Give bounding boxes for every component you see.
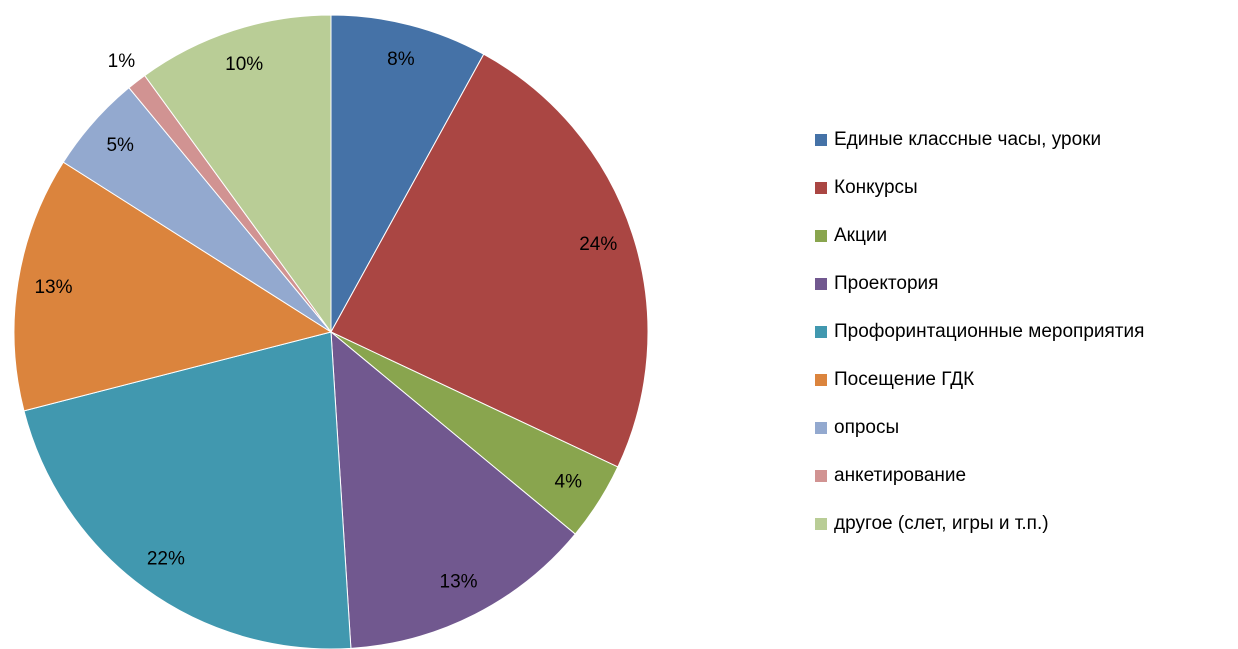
data-label: 13% [440, 571, 478, 592]
legend-label: Профоринтационные мероприятия [834, 321, 1144, 342]
legend-label: Посещение ГДК [834, 369, 974, 390]
legend-swatch [815, 422, 827, 434]
pie-slice [13, 161, 333, 412]
data-label: 5% [106, 135, 134, 156]
legend-swatch [815, 230, 827, 242]
legend-swatch [815, 134, 827, 146]
legend-swatch [815, 470, 827, 482]
legend-label: Конкурсы [834, 177, 918, 198]
legend-swatch [815, 374, 827, 386]
legend-label: опросы [834, 417, 899, 438]
legend-label: Акции [834, 225, 887, 246]
legend-label: Единые классные часы, уроки [834, 129, 1101, 150]
pie-slice [330, 53, 649, 468]
pie-slice [330, 330, 576, 649]
data-label: 10% [225, 54, 263, 75]
pie-slice [330, 14, 485, 333]
data-label: 4% [555, 472, 583, 493]
data-label: 8% [387, 49, 415, 70]
pie-slice [23, 331, 352, 649]
data-label: 24% [579, 234, 617, 255]
legend-swatch [815, 518, 827, 530]
data-label: 22% [147, 548, 185, 569]
legend-swatch [815, 278, 827, 290]
data-label: 13% [34, 277, 72, 298]
data-label: 1% [108, 51, 136, 72]
legend-swatch [815, 182, 827, 194]
legend-label: Проектория [834, 273, 938, 294]
pie-slice [143, 14, 332, 334]
legend-swatch [815, 326, 827, 338]
legend-label: анкетирование [834, 465, 966, 486]
legend-label: другое (слет, игры и т.п.) [834, 513, 1049, 534]
